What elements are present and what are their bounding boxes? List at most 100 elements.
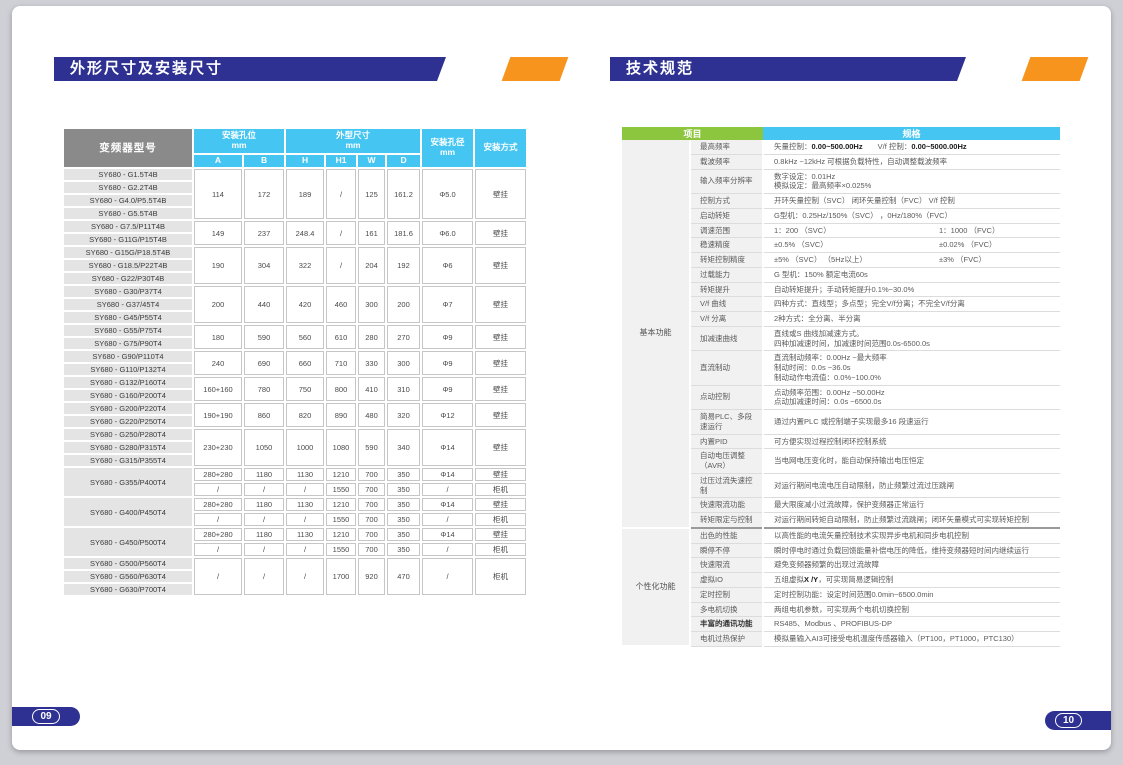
spec-item-cell: 最高频率 [690,140,765,155]
dimension-cell: / [326,247,357,284]
spec-item-cell: 控制方式 [690,193,765,209]
dimension-cell: / [194,543,242,556]
table-row: / //1550 700 350/柜机 [64,483,527,496]
dimension-cell: 270 [387,325,421,349]
dimension-cell: Φ7 [422,286,474,323]
table-row: / //1550 700 350/柜机 [64,543,527,556]
dimension-cell: 350 [387,468,421,481]
table-row: SY680 - G200/P220T4 190+190 860 820 890 480 32… [64,403,527,427]
model-cell: SY680 - G500/P560T4 [64,558,192,569]
hole-diameter-header: 安装孔径 mm [422,129,474,167]
dimension-cell: 280+280 [194,498,242,511]
spec-value-cell: 2种方式：全分离、半分离 [763,311,1061,327]
dimension-cell: 柜机 [475,513,527,526]
dimension-cell: 470 [387,558,421,595]
table-row: SY680 - G110/P132T4 [64,364,526,375]
spec-value-cell: 避免变频器频繁的出现过流故障 [763,557,1061,573]
spec-row: 启动转矩 G型机：0.25Hz/150%（SVC） ，0Hz/180%（FVC） [622,208,1061,224]
spec-item-cell: 转矩提升 [690,282,765,298]
dimension-cell: Φ9 [422,377,474,401]
spec-row: 调速范围 1：200 （SVC） 1：1000 （FVC） [622,223,1061,239]
dimension-cell: 1550 [326,543,357,556]
spec-value-cell: 最大限度减小过流故障，保护变频器正常运行 [763,497,1061,513]
dimension-cell: 237 [244,221,285,245]
right-banner-bar: 技术规范 [610,57,966,81]
dimension-cell: 440 [244,286,285,323]
dimension-cell: / [194,558,242,595]
item-header: 项目 [622,127,764,140]
dimension-cell: 860 [244,403,285,427]
table-row: SY680 - G315/P355T4 [64,455,526,466]
spec-row: 转矩控制精度 ±5% （SVC） （5Hz以上） ±3% （FVC） [622,252,1061,268]
dimension-cell: 柜机 [475,558,527,595]
dimension-cell: / [194,483,242,496]
dimension-cell: 1130 [286,528,325,541]
spec-item-cell: 稳速精度 [690,237,765,253]
table-row: SY680 - G5.5T4B [64,208,526,219]
dimension-cell: Φ14 [422,468,474,481]
dimension-cell: / [286,513,325,526]
spec-item-cell: 定时控制 [690,587,765,603]
dimension-cell: 590 [244,325,285,349]
table-row: SY680 - G75/P90T4 [64,338,526,349]
table-row: SY680 - G630/P700T4 [64,584,526,595]
spec-item-cell: 快速限流 [690,557,765,573]
dimension-cell: 壁挂 [475,498,527,511]
dimension-cell: 1210 [326,528,357,541]
dimension-cell: 200 [194,286,242,323]
mount-type-header: 安装方式 [475,129,527,167]
dimension-cell: 310 [387,377,421,401]
table-row: / //1550 700 350/柜机 [64,513,527,526]
dimension-cell: 189 [286,169,325,219]
dimension-cell: 149 [194,221,242,245]
table-row: SY680 - G250/P280T4 230+230 1050 1000 1080 59… [64,429,527,466]
dimension-cell: 780 [244,377,285,401]
dimension-cell: 690 [244,351,285,375]
dimension-cell: / [286,558,325,595]
spec-row: 自动电压调整（AVR） 当电网电压变化时，能自动保持输出电压恒定 [622,448,1061,474]
dimension-cell: 248.4 [286,221,325,245]
spec-value-cell: 1：200 （SVC） 1：1000 （FVC） [763,223,1061,239]
dimensions-table: 变频器型号 安装孔位 mm 外型尺寸 mm 安装孔径 mm 安装方式 A B H H1… [62,127,528,597]
dimension-cell: 800 [326,377,357,401]
table-row: SY680 - G11G/P15T4B [64,234,526,245]
model-cell: SY680 - G450/P500T4 [64,528,192,556]
table-row: SY680 - G400/P450T4 280+280 1180 1130 1210 70… [64,498,527,526]
spec-item-cell: 过压过流失速控制 [690,473,765,499]
dimension-cell: Φ9 [422,351,474,375]
spec-value-cell: 瞬时停电时通过负载回馈能量补偿电压的降低，维持变频器短时间内继续运行 [763,543,1061,559]
category-cell: 基本功能 [622,140,691,529]
spec-header-row: 项目 规格 [622,127,1061,140]
model-column-header: 变频器型号 [64,129,192,167]
spec-row: V/f 分离 2种方式：全分离、半分离 [622,311,1061,327]
spec-value-cell: 直流制动频率：0.00Hz ~最大频率 制动时间：0.0s ~36.0s 制动动… [763,350,1061,386]
dimension-cell: 1080 [326,429,357,466]
right-page-title: 技术规范 [626,60,695,77]
model-cell: SY680 - G315/P355T4 [64,455,192,466]
spec-value-cell: 对运行期间电流电压自动限制，防止频繁过流过压跳闸 [763,473,1061,499]
model-cell: SY680 - G630/P700T4 [64,584,192,595]
spec-value-cell: 对运行期间转矩自动限制，防止频繁过流跳闸；闭环矢量模式可实现转矩控制 [763,512,1061,529]
dimension-cell: / [422,513,474,526]
spec-item-cell: 转矩限定与控制 [690,512,765,529]
spec-value-cell: G 型机：150% 额定电流60s [763,267,1061,283]
model-cell: SY680 - G55/P75T4 [64,325,192,336]
spec-item-cell: 出色的性能 [690,526,765,544]
dimension-cell: 700 [358,528,386,541]
left-section-banner: 外形尺寸及安装尺寸 [54,57,569,81]
right-page-number-pill: 10 [1045,711,1111,730]
model-cell: SY680 - G280/P315T4 [64,442,192,453]
dimension-cell: 304 [244,247,285,284]
dimension-cell: 1210 [326,468,357,481]
model-cell: SY680 - G200/P220T4 [64,403,192,414]
spec-row: 载波频率 0.8kHz ~12kHz 可根据负载特性，自动调整载波频率 [622,154,1061,170]
model-cell: SY680 - G4.0/P5.5T4B [64,195,192,206]
dimension-cell: 壁挂 [475,325,527,349]
table-row: SY680 - G450/P500T4 280+280 1180 1130 1210 70… [64,528,527,556]
dimension-cell: 350 [387,528,421,541]
table-row: SY680 - G500/P560T4///1700 920 470/柜机 [64,558,527,595]
model-cell: SY680 - G132/P160T4 [64,377,192,388]
table-row: SY680 - G560/P630T4 [64,571,526,582]
dimension-cell: 340 [387,429,421,466]
model-cell: SY680 - G560/P630T4 [64,571,192,582]
